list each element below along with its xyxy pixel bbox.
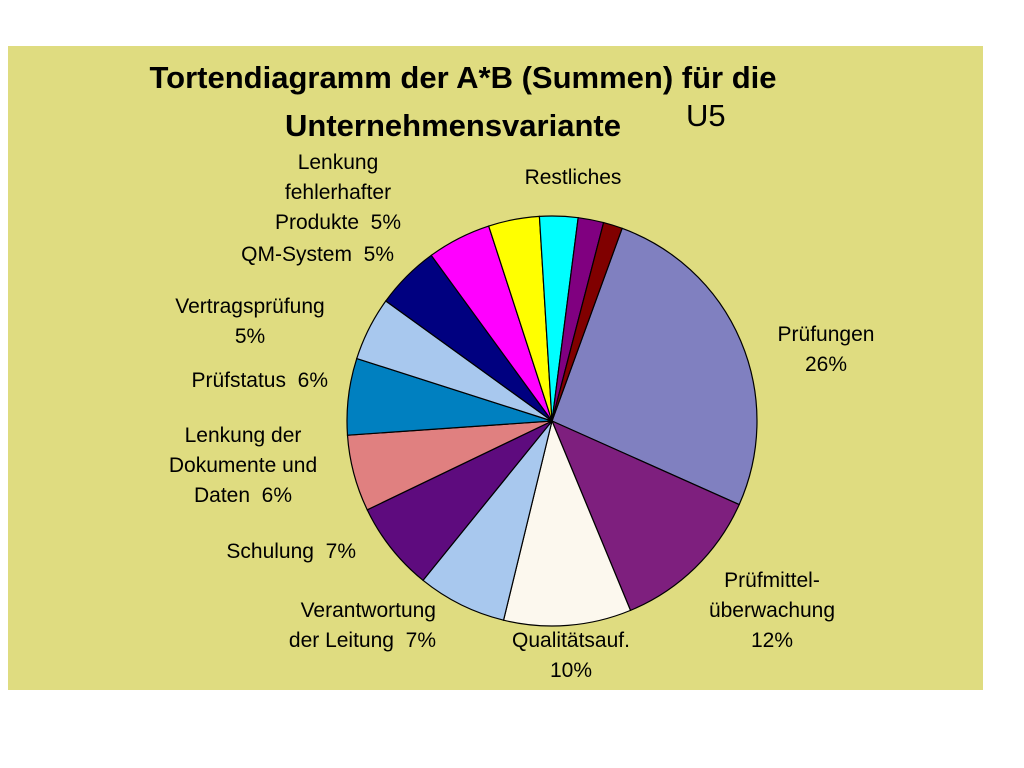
label-lenkung-dokumente: Lenkung der Dokumente und Daten 6%	[168, 424, 318, 507]
label-lenkung-fehlerhafter: Lenkung fehlerhafter Produkte 5%	[274, 151, 402, 234]
pie-slice-2	[502, 419, 632, 627]
chart-title-suffix: U5	[686, 98, 726, 133]
label-pruefmittelueberwachung: Prüfmittel- überwachung 12%	[708, 569, 836, 652]
label-pruefstatus: Prüfstatus 6%	[191, 369, 328, 392]
label-qm-system: QM-System 5%	[241, 243, 394, 266]
label-vertragspruefung: Vertragsprüfung 5%	[175, 295, 325, 348]
chart-title-line1: Tortendiagramm der A*B (Summen) für die	[149, 60, 777, 95]
label-schulung: Schulung 7%	[226, 540, 356, 563]
pie-slice-0	[551, 227, 758, 506]
label-qualitaetsauf: Qualitätsauf. 10%	[512, 629, 630, 682]
label-restliches: Restliches	[524, 166, 622, 189]
label-pruefungen: Prüfungen 26%	[777, 323, 875, 376]
pie-slice-1	[550, 419, 740, 612]
chart-title-line2: Unternehmensvariante	[285, 108, 621, 143]
pie-slice-13	[551, 221, 623, 422]
label-verantwortung: Verantwortung der Leitung 7%	[288, 599, 436, 652]
